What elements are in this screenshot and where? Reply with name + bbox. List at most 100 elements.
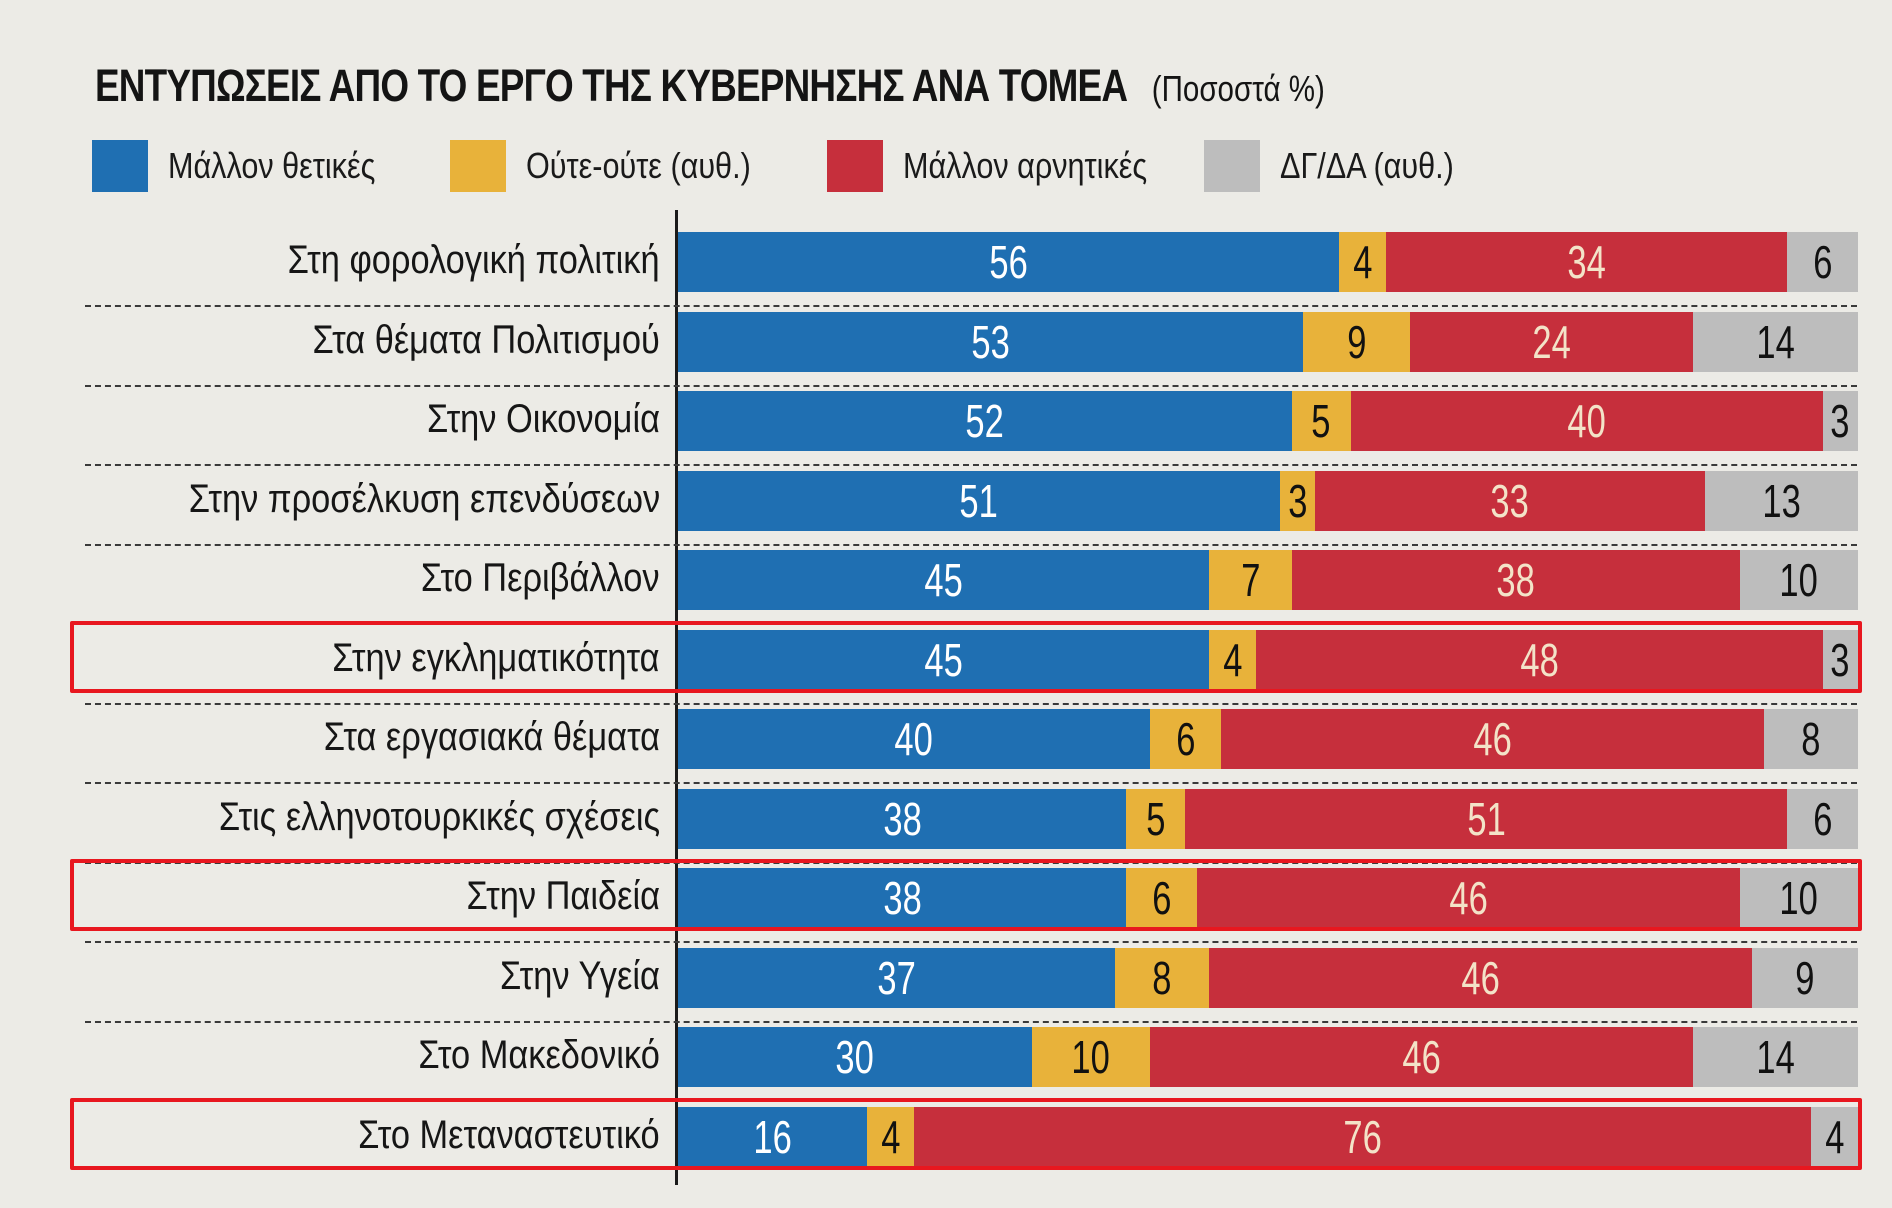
data-label: 9 [1346,315,1367,368]
data-label: 3 [1287,474,1308,527]
data-label: 46 [1461,951,1500,1004]
data-label: 4 [1222,633,1243,686]
bar-row: Στις ελληνοτουρκικές σχέσεις 38 5 51 6 [0,785,1892,865]
row-separator [85,384,1857,387]
bar-segment-dk: 14 [1692,311,1858,372]
category-label: Στην Υγεία [500,953,660,998]
bar-segment-negative: 24 [1409,311,1693,372]
bar-row: Στα θέματα Πολιτισμού 53 9 24 14 [0,308,1892,388]
data-label: 34 [1567,236,1606,288]
bar-segment-negative: 40 [1350,391,1823,451]
bar-segment-positive: 30 [678,1027,1032,1087]
data-label: 14 [1756,1031,1795,1083]
bar-segment-dk: 9 [1751,947,1858,1008]
data-label: 13 [1762,474,1801,527]
data-label: 38 [883,872,922,924]
bar-segment-negative: 51 [1185,788,1788,849]
bar-segment-dk: 13 [1704,470,1858,531]
category-label: Στις ελληνοτουρκικές σχέσεις [218,794,660,839]
data-label: 40 [894,713,934,765]
legend-swatch-positive [92,140,148,192]
data-label: 14 [1756,315,1795,368]
bar-row: Στα εργασιακά θέματα 40 6 46 8 [0,705,1892,785]
row-separator [85,1020,1857,1023]
data-label: 51 [1467,792,1506,845]
data-label: 3 [1830,633,1850,686]
legend-item-negative: Μάλλον αρνητικές [827,140,1190,192]
data-label: 9 [1795,951,1815,1004]
bar-segment-neutral: 6 [1150,709,1221,769]
bar-row: Στην προσέλκυση επενδύσεων 51 3 33 13 [0,467,1892,547]
row-separator [85,305,1857,307]
data-label: 4 [1824,1110,1844,1163]
data-label: 48 [1520,633,1559,686]
bar-row: Στην Οικονομία 52 5 40 3 [0,387,1892,467]
stacked-bar: 53 9 24 14 [678,311,1858,372]
bar-segment-neutral: 5 [1291,391,1351,451]
category-label: Στο Μακεδονικό [418,1033,660,1077]
data-label: 16 [753,1110,792,1163]
bar-segment-dk: 8 [1763,709,1858,769]
bar-segment-neutral: 4 [866,1106,914,1167]
legend-label-dk: ΔΓ/ΔΑ (αυθ.) [1280,145,1454,186]
data-label: 30 [835,1031,875,1083]
bar-segment-dk: 6 [1787,232,1858,292]
data-label: 6 [1812,236,1833,288]
bar-segment-positive: 38 [678,788,1127,849]
data-label: 10 [1071,1031,1111,1083]
bar-segment-neutral: 9 [1303,311,1410,372]
data-label: 8 [1801,713,1821,765]
row-separator [85,702,1857,705]
row-separator [85,941,1857,943]
category-axis-line [675,210,678,1185]
bar-row: Στην Υγεία 37 8 46 9 [0,944,1892,1024]
data-label: 46 [1402,1031,1441,1083]
bar-segment-negative: 46 [1150,1027,1693,1087]
data-label: 56 [989,236,1028,288]
data-label: 5 [1311,395,1331,447]
bar-segment-positive: 45 [678,550,1209,610]
category-label: Στην Παιδεία [466,874,660,918]
bar-segment-negative: 46 [1220,709,1764,769]
data-label: 4 [880,1110,900,1163]
stacked-bar: 51 3 33 13 [678,470,1858,531]
legend-item-neutral: Ούτε-ούτε (αυθ.) [450,140,790,192]
legend-item-positive: Μάλλον θετικές [92,140,412,192]
category-label: Στο Μεταναστευτικό [358,1112,660,1157]
category-label: Στην εγκληματικότητα [332,635,660,680]
bar-segment-negative: 46 [1209,947,1752,1008]
stacked-bar: 38 5 51 6 [678,788,1858,849]
stacked-bar: 56 4 34 6 [678,232,1858,292]
bar-row: Στο Μεταναστευτικό 16 4 76 4 [0,1103,1892,1183]
bar-segment-dk: 10 [1740,550,1858,610]
category-label: Στη φορολογική πολιτική [287,238,660,282]
category-label: Στα εργασιακά θέματα [323,715,660,759]
bar-segment-neutral: 4 [1338,232,1386,292]
bar-segment-dk: 6 [1787,788,1858,849]
bar-segment-positive: 40 [678,709,1150,769]
category-label: Στο Περιβάλλον [421,556,660,600]
highlight-box [70,620,1862,693]
data-label: 6 [1152,872,1172,924]
bar-segment-negative: 76 [914,1106,1811,1167]
bar-segment-negative: 38 [1291,550,1740,610]
stacked-bar: 52 5 40 3 [678,391,1858,451]
data-label: 45 [924,554,963,606]
bar-segment-dk: 3 [1822,391,1858,451]
category-label: Στην Οικονομία [426,397,660,441]
bar-segment-neutral: 8 [1114,947,1209,1008]
legend-swatch-neutral [450,140,506,192]
data-label: 38 [883,792,922,845]
bar-segment-negative: 48 [1256,629,1823,690]
data-label: 45 [924,633,963,686]
stacked-bar: 38 6 46 10 [678,868,1858,928]
bar-segment-negative: 34 [1386,232,1788,292]
stacked-bar: 45 4 48 3 [678,629,1858,690]
data-label: 6 [1175,713,1195,765]
data-label: 76 [1343,1110,1382,1163]
data-label: 37 [877,951,916,1004]
bar-segment-neutral: 10 [1032,1027,1150,1087]
data-label: 24 [1531,315,1571,368]
highlight-box [70,859,1862,931]
data-label: 6 [1812,792,1833,845]
